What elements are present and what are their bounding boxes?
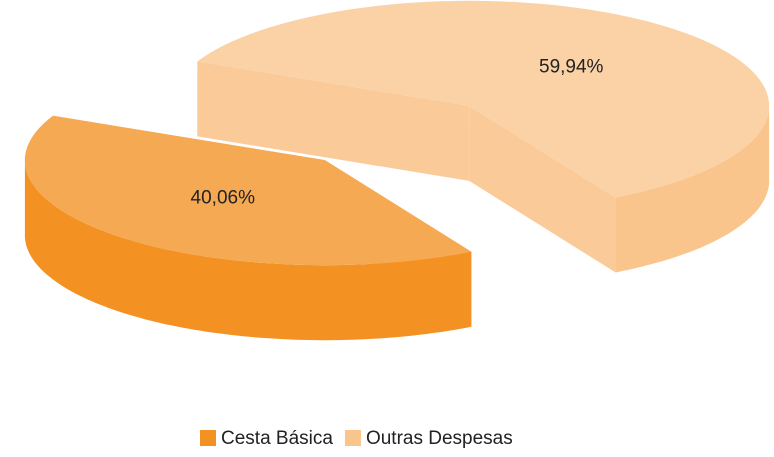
slice (197, 0, 770, 198)
legend-label: Outras Despesas (366, 428, 513, 449)
pie (24, 0, 770, 341)
slice-side (24, 160, 472, 341)
data-label: 40,06% (191, 188, 256, 209)
data-labels: 59,94% 40,06% (191, 56, 604, 208)
legend-label: Cesta Básica (221, 428, 333, 449)
slice-side (469, 105, 616, 273)
slice (24, 115, 472, 266)
slice-side (197, 61, 470, 181)
legend: Cesta Básica Outras Despesas (200, 428, 513, 449)
slice-side (615, 108, 770, 273)
legend-swatch (200, 430, 216, 446)
data-label: 59,94% (539, 56, 604, 77)
legend-swatch (344, 430, 361, 446)
